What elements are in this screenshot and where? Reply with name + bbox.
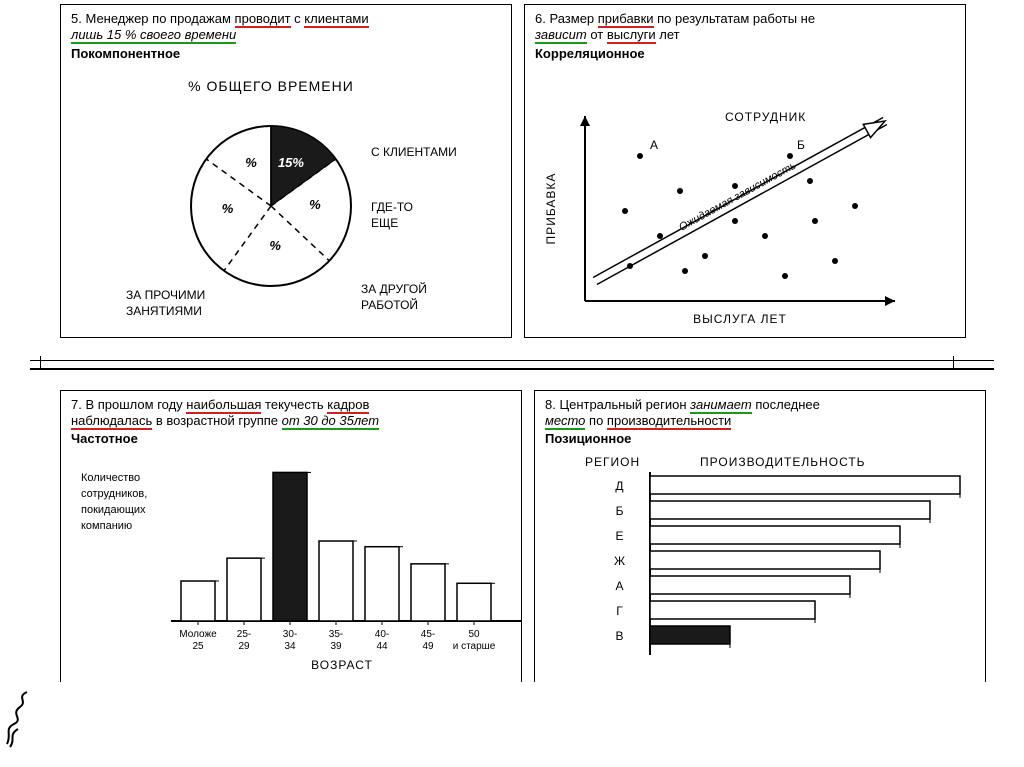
panel-5: 5. Менеджер по продажам проводит с клиен… [60, 4, 512, 338]
panel-5-subtitle: Покомпонентное [71, 46, 501, 61]
svg-text:Моложе: Моложе [179, 629, 217, 640]
svg-text:С КЛИЕНТАМИ: С КЛИЕНТАМИ [371, 145, 457, 159]
svg-text:%: % [245, 154, 257, 169]
svg-text:15%: 15% [278, 154, 304, 169]
panel-7-chart: Количество сотрудников, покидающих компанию… [71, 446, 511, 676]
svg-text:49: 49 [422, 641, 434, 652]
svg-text:%: % [269, 237, 281, 252]
svg-text:РЕГИОН: РЕГИОН [585, 455, 640, 469]
svg-text:44: 44 [376, 641, 388, 652]
svg-text:ЗА ПРОЧИМИ: ЗА ПРОЧИМИ [126, 288, 205, 302]
p6-num: 6. [535, 11, 546, 26]
panel-7: 7. В прошлом году наибольшая текучесть к… [60, 390, 522, 683]
svg-text:ВЫСЛУГА ЛЕТ: ВЫСЛУГА ЛЕТ [693, 312, 787, 326]
svg-text:Б: Б [616, 504, 625, 518]
svg-text:компанию: компанию [81, 520, 132, 532]
svg-text:Д: Д [615, 479, 624, 493]
svg-text:34: 34 [284, 641, 296, 652]
panel-5-chart: % ОБЩЕГО ВРЕМЕНИ 15%%%%% С КЛИЕНТАМИ ГДЕ-ТО… [71, 61, 501, 321]
panel-6: 6. Размер прибавки по результатам работы… [524, 4, 966, 338]
svg-text:А: А [650, 138, 658, 152]
p5-num: 5. [71, 11, 82, 26]
svg-text:покидающих: покидающих [81, 504, 146, 516]
svg-text:29: 29 [238, 641, 250, 652]
svg-text:сотрудников,: сотрудников, [81, 488, 147, 500]
svg-text:ГДЕ-ТО: ГДЕ-ТО [371, 200, 413, 214]
panel-7-prompt: 7. В прошлом году наибольшая текучесть к… [71, 397, 511, 430]
svg-text:25-: 25- [237, 629, 251, 640]
svg-text:40-: 40- [375, 629, 389, 640]
panel-5-prompt: 5. Менеджер по продажам проводит с клиен… [71, 11, 501, 44]
svg-text:Г: Г [616, 604, 624, 618]
svg-text:В: В [615, 629, 624, 643]
svg-text:ЕЩЕ: ЕЩЕ [371, 216, 398, 230]
svg-text:Количество: Количество [81, 472, 140, 484]
svg-text:30-: 30- [283, 629, 297, 640]
panel-8: 8. Центральный регион занимает последнее… [534, 390, 986, 683]
p8-num: 8. [545, 397, 556, 412]
svg-text:и старше: и старше [453, 641, 496, 652]
svg-text:%: % [222, 200, 234, 215]
svg-text:%: % [309, 196, 321, 211]
svg-text:ПРИБАВКА: ПРИБАВКА [544, 172, 558, 244]
page-divider [0, 356, 1024, 380]
panel-7-subtitle: Частотное [71, 431, 511, 446]
panel-8-chart: РЕГИОН ПРОИЗВОДИТЕЛЬНОСТЬ ДБЕЖАГВ [545, 446, 975, 666]
svg-text:35-: 35- [329, 629, 343, 640]
svg-text:45-: 45- [421, 629, 435, 640]
svg-text:Е: Е [615, 529, 624, 543]
svg-text:ВОЗРАСТ: ВОЗРАСТ [311, 658, 373, 672]
panel-8-prompt: 8. Центральный регион занимает последнее… [545, 397, 975, 430]
panel-8-subtitle: Позиционное [545, 431, 975, 446]
svg-text:25: 25 [192, 641, 204, 652]
p7-num: 7. [71, 397, 82, 412]
svg-text:Б: Б [797, 138, 805, 152]
svg-text:39: 39 [330, 641, 342, 652]
panel-6-subtitle: Корреляционное [535, 46, 955, 61]
svg-text:50: 50 [468, 629, 480, 640]
decorative-squiggle-icon [2, 689, 52, 749]
svg-text:% ОБЩЕГО ВРЕМЕНИ: % ОБЩЕГО ВРЕМЕНИ [188, 78, 354, 94]
svg-text:Ожидаемая зависимость: Ожидаемая зависимость [677, 159, 798, 233]
svg-text:А: А [615, 579, 624, 593]
svg-text:ПРОИЗВОДИТЕЛЬНОСТЬ: ПРОИЗВОДИТЕЛЬНОСТЬ [700, 455, 866, 469]
svg-text:ЗАНЯТИЯМИ: ЗАНЯТИЯМИ [126, 304, 202, 318]
panel-6-chart: СОТРУДНИК ВЫСЛУГА ЛЕТ ПРИБАВКА Ожидаемая за… [535, 61, 955, 331]
panel-6-prompt: 6. Размер прибавки по результатам работы… [535, 11, 955, 44]
svg-text:РАБОТОЙ: РАБОТОЙ [361, 297, 418, 312]
svg-text:СОТРУДНИК: СОТРУДНИК [725, 110, 806, 124]
svg-text:Ж: Ж [614, 554, 626, 568]
svg-text:ЗА ДРУГОЙ: ЗА ДРУГОЙ [361, 281, 427, 296]
